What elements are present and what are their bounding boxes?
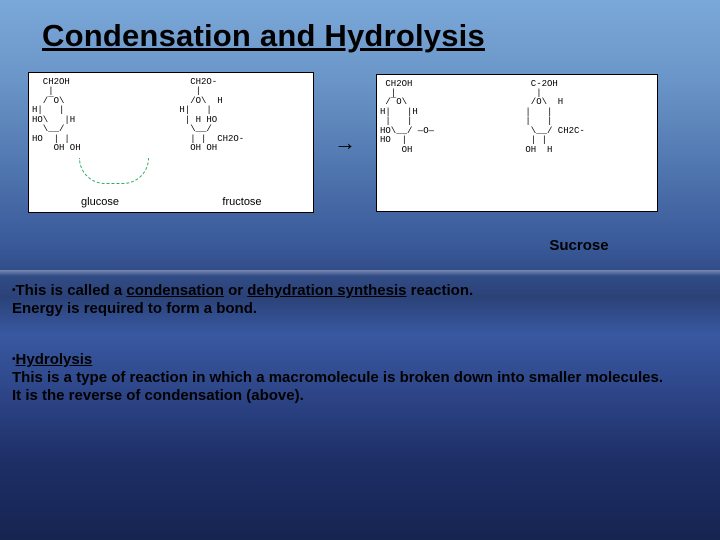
p1-text-c: or [224,282,247,299]
sucrose-left-ring: CH2OH | /‾O\ H| |H | | HO\__/ —O— HO | O… [377,75,517,211]
p1-text-e: reaction. [406,282,473,299]
p2-line2: It is the reverse of condensation (above… [12,387,304,404]
glucose-label: glucose [32,195,168,209]
sucrose-right-ascii: C-2OH | /O\ H | | | | \__/ CH2C- | | OH … [520,80,654,156]
sucrose-left-ascii: CH2OH | /‾O\ H| |H | | HO\__/ —O— HO | O… [380,80,514,156]
fructose-label: fructose [174,195,310,209]
hydrolysis-paragraph: •Hydrolysis This is a type of reaction i… [12,351,692,406]
page-title: Condensation and Hydrolysis [42,18,692,54]
reactants-box: CH2OH | /‾O\ H| | HO\ |H \__/ HO | | OH … [28,72,314,213]
reaction-diagram: CH2OH | /‾O\ H| | HO\ |H \__/ HO | | OH … [28,72,692,213]
p1-term-dehydration: dehydration synthesis [247,282,406,299]
sucrose-right-ring: C-2OH | /O\ H | | | | \__/ CH2C- | | OH … [517,75,657,211]
condensation-paragraph: •This is called a condensation or dehydr… [12,282,692,319]
p2-heading: Hydrolysis [16,351,93,368]
p1-term-condensation: condensation [126,282,224,299]
glucose-structure: CH2OH | /‾O\ H| | HO\ |H \__/ HO | | OH … [29,73,171,212]
p1-text-a: This is called a [16,282,127,299]
reaction-arrow-icon: → [334,130,356,156]
fructose-structure: CH2O- | /O\ H H| | | H HO \__/ | | CH2O-… [171,73,313,212]
fructose-ascii: CH2O- | /O\ H H| | | H HO \__/ | | CH2O-… [174,78,310,154]
p1-line2: Energy is required to form a bond. [12,300,257,317]
glucose-ascii: CH2OH | /‾O\ H| | HO\ |H \__/ HO | | OH … [32,78,168,154]
p2-line1: This is a type of reaction in which a ma… [12,369,663,386]
product-box: CH2OH | /‾O\ H| |H | | HO\__/ —O— HO | O… [376,74,658,212]
product-label: Sucrose [449,237,709,254]
bond-forming-arc [79,158,149,184]
